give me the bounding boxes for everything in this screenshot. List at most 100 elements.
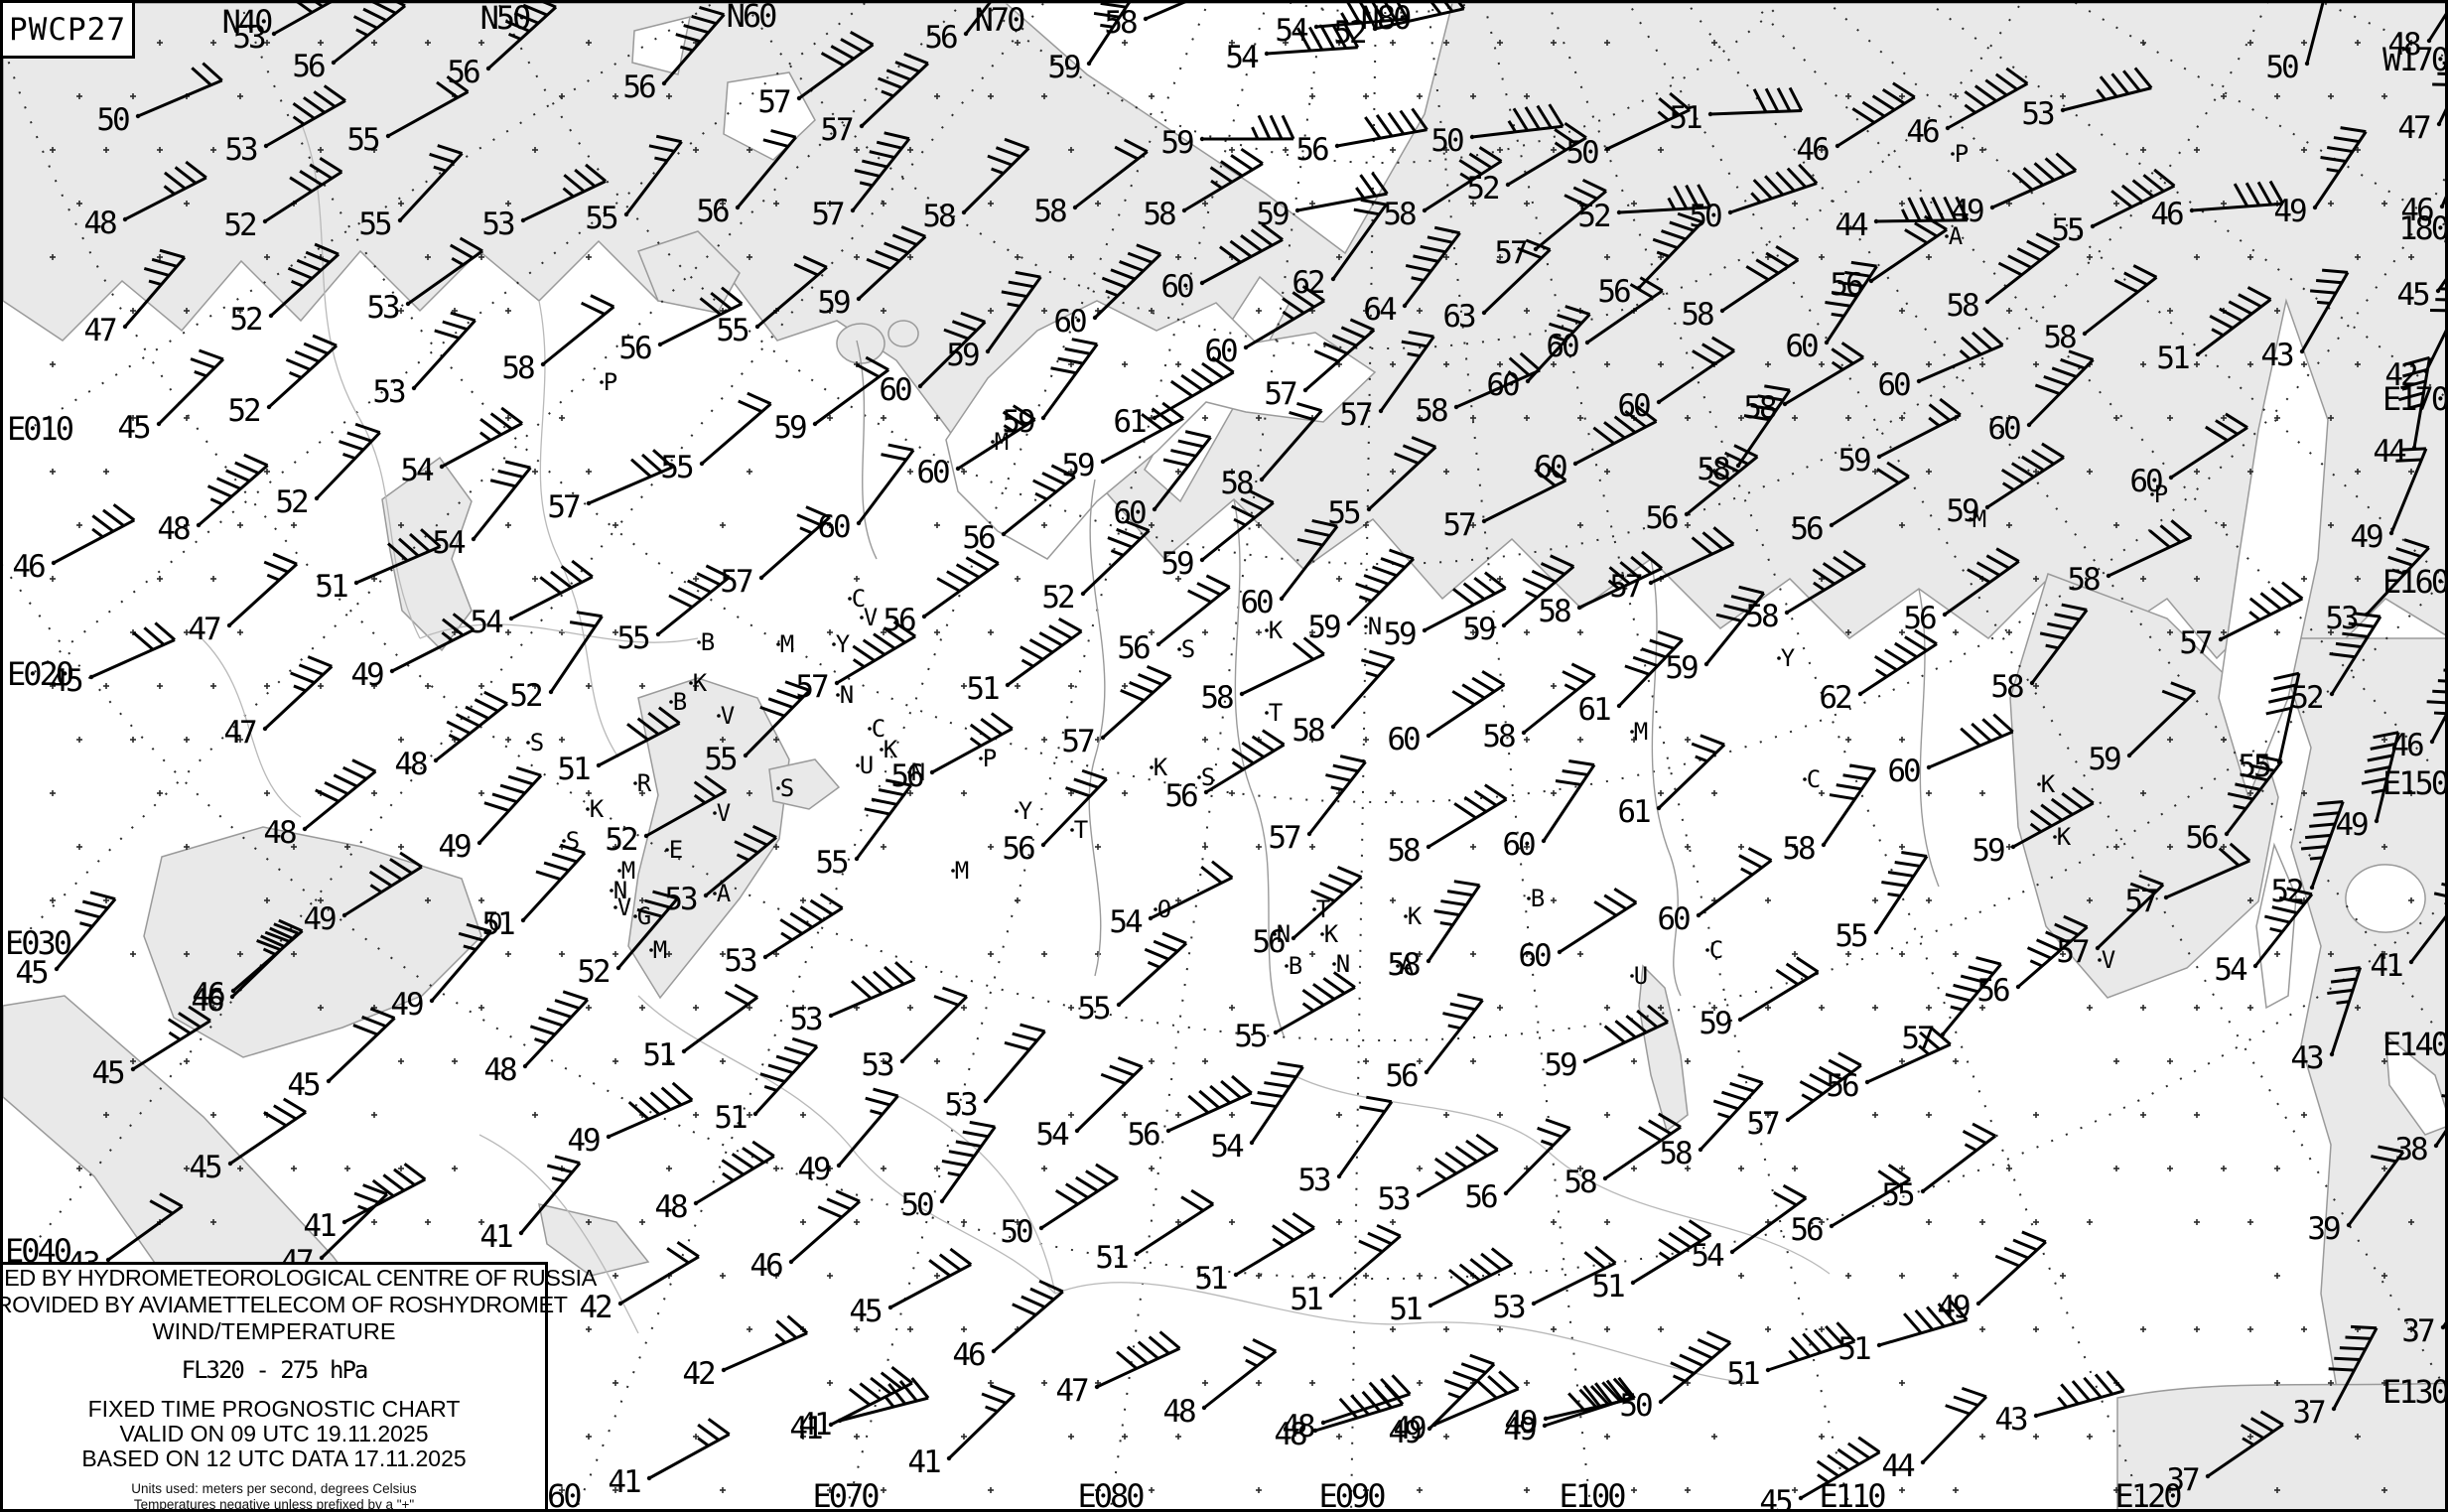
temperature-label: 48 xyxy=(1282,1409,1314,1444)
temperature-label: 58 xyxy=(1743,390,1776,426)
wind-barb xyxy=(1584,276,1664,345)
temperature-label: 48 xyxy=(1274,1417,1306,1452)
graticule-dot xyxy=(988,1487,994,1493)
wind-barb xyxy=(1330,198,1388,282)
graticule-dot xyxy=(1711,1434,1717,1440)
station: 55 xyxy=(815,778,912,881)
station: 50 xyxy=(1619,1330,1732,1424)
city-marker: K xyxy=(586,795,605,823)
wind-barb xyxy=(341,851,423,918)
graticule-dot xyxy=(1417,1166,1423,1171)
graticule-dot xyxy=(1819,1005,1825,1011)
station: 58 xyxy=(1383,146,1503,232)
graticule-dot xyxy=(907,1005,913,1011)
station: 53 xyxy=(2021,67,2153,132)
wind-barb xyxy=(946,1384,1017,1461)
station: 46 xyxy=(749,1189,862,1284)
graticule-dot xyxy=(1604,1112,1610,1118)
city-letter: N xyxy=(1336,950,1350,978)
city-marker: K xyxy=(1404,902,1423,930)
temperature-label: 51 xyxy=(1837,1331,1870,1367)
graticule-dot xyxy=(1336,1112,1342,1118)
wind-barb xyxy=(828,1366,913,1428)
city-marker: B xyxy=(1527,885,1545,912)
station: 38 xyxy=(2394,1094,2445,1168)
temperature-label: 45 xyxy=(849,1294,882,1329)
temperature-label: 41 xyxy=(479,1219,512,1255)
graticule-dot xyxy=(1390,1219,1396,1225)
graticule-dot xyxy=(1685,1487,1691,1493)
graticule-dot xyxy=(2221,737,2227,743)
wind-barb xyxy=(2432,61,2445,127)
graticule-dot xyxy=(291,844,297,850)
graticule-dot xyxy=(612,93,618,99)
graticule-dot xyxy=(425,254,431,260)
graticule-dot xyxy=(237,522,243,528)
graticule-dot xyxy=(2328,522,2334,528)
station: 56 xyxy=(924,3,992,56)
graticule-dot xyxy=(425,469,431,475)
temperature-label: 58 xyxy=(1990,669,2023,705)
wind-barb xyxy=(2252,887,2314,969)
station: 53 xyxy=(1297,1095,1394,1198)
temperature-label: 59 xyxy=(1307,610,1340,645)
graticule-dot xyxy=(747,790,752,796)
temperature-label: 51 xyxy=(1669,100,1701,136)
graticule-dot xyxy=(103,147,109,153)
graticule-dot xyxy=(1309,844,1315,850)
graticule-dot xyxy=(2194,1326,2200,1332)
graticule-dot xyxy=(2006,629,2012,635)
graticule-dot xyxy=(1068,1434,1074,1440)
graticule-dot xyxy=(50,361,56,367)
river xyxy=(1650,558,1682,997)
temperature-label: 59 xyxy=(1544,1047,1576,1083)
station: 48 xyxy=(483,990,590,1088)
graticule-dot xyxy=(2194,1219,2200,1225)
wind-barb xyxy=(1737,956,1820,1023)
wind-barb xyxy=(2168,412,2248,481)
station: 52 xyxy=(223,157,343,243)
temperature-label: 49 xyxy=(1503,1412,1536,1447)
sea-shape xyxy=(2009,573,2279,999)
graticule-dot xyxy=(398,308,404,314)
wind-barb xyxy=(1143,3,1186,22)
graticule-dot xyxy=(854,576,860,582)
country-border xyxy=(895,1094,1056,1295)
station: 45 xyxy=(117,348,225,446)
station: 58 xyxy=(1946,232,2061,324)
temperature-label: 56 xyxy=(1164,778,1197,814)
graticule-dot xyxy=(1443,40,1449,46)
graticule-dot xyxy=(2221,415,2227,421)
temperature-label: 56 xyxy=(1002,831,1034,867)
graticule-dot xyxy=(76,93,82,99)
station: 57 xyxy=(1268,755,1367,856)
city-marker: T xyxy=(1265,699,1283,727)
station: 60 xyxy=(1877,327,2004,403)
graticule-dot xyxy=(854,1219,860,1225)
graticule-dot xyxy=(934,415,940,421)
city-letter: M xyxy=(653,936,667,964)
city-marker: K xyxy=(2053,823,2072,851)
wind-barb xyxy=(646,1418,731,1481)
graticule-dot xyxy=(1122,790,1128,796)
temperature-label: 58 xyxy=(1200,680,1233,716)
temperature-label: 50 xyxy=(900,1187,933,1223)
temperature-label: 46 xyxy=(12,549,45,585)
graticule-dot xyxy=(961,1219,967,1225)
station: 53 xyxy=(724,893,844,979)
station: 57 xyxy=(720,505,831,600)
station: 41 xyxy=(608,1418,731,1500)
station-layer: 5048474546454545464545414347535655535656… xyxy=(12,3,2445,1509)
station: 56 xyxy=(1464,1118,1571,1215)
temperature-label: 59 xyxy=(1946,493,1978,529)
graticule-dot xyxy=(2355,147,2361,153)
wind-barb xyxy=(105,1192,184,1263)
city-marker: B xyxy=(669,688,687,716)
graticule-dot xyxy=(1524,629,1530,635)
temperature-label: 38 xyxy=(2394,1132,2427,1168)
wind-barb xyxy=(1727,163,1819,215)
graticule-dot xyxy=(666,93,672,99)
graticule-dot xyxy=(586,683,592,689)
graticule-dot xyxy=(1792,522,1798,528)
graticule-dot xyxy=(2274,1487,2280,1493)
